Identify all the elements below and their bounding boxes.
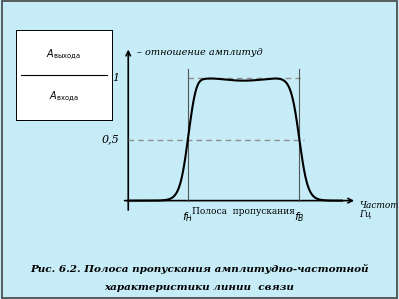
Text: $A_{\rm входа}$: $A_{\rm входа}$ [49,90,79,104]
Text: Гц: Гц [359,210,371,219]
Text: $f_{В}$: $f_{В}$ [294,210,304,224]
Text: Рис. 6.2. Полоса пропускания амплитудно-частотной: Рис. 6.2. Полоса пропускания амплитудно-… [30,264,369,274]
Text: $f_{Н}$: $f_{Н}$ [182,210,194,224]
Text: Частота,: Частота, [359,201,399,210]
Text: 1: 1 [113,74,120,83]
Text: 0,5: 0,5 [102,135,120,144]
Text: $A_{\rm выхода}$: $A_{\rm выхода}$ [46,48,81,62]
Text: характеристики линии  связи: характеристики линии связи [105,283,294,292]
Text: Полоса  пропускания: Полоса пропускания [192,207,295,216]
Text: – отношение амплитуд: – отношение амплитуд [137,48,263,57]
